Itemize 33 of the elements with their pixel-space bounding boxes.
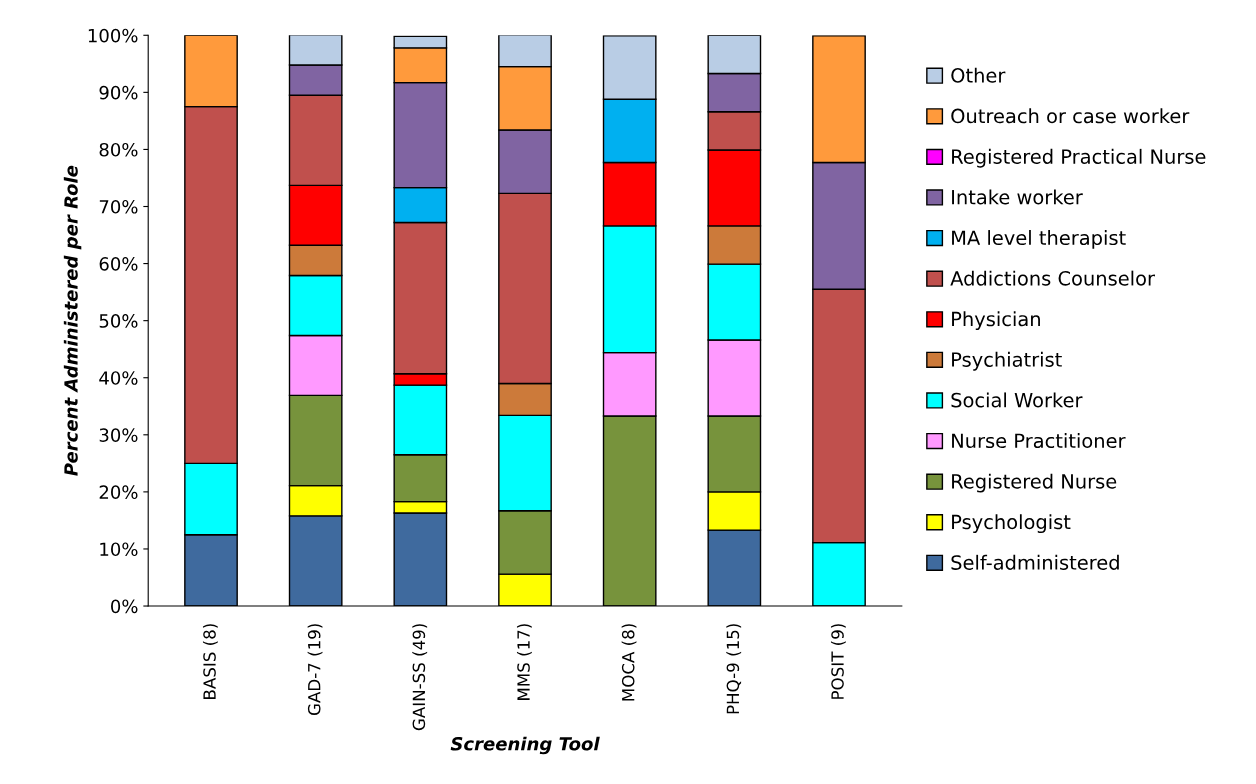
legend-label: Nurse Practitioner: [952, 433, 1126, 449]
legend-label: Outreach or case worker: [951, 108, 1190, 124]
x-tick-label: MOCA (8): [621, 624, 637, 701]
y-tick-label: 70%: [99, 199, 138, 214]
x-tick-label: PHQ-9 (15): [726, 624, 742, 714]
y-tick-label: 20%: [99, 485, 138, 499]
x-tick-label: GAIN-SS (49): [412, 624, 428, 731]
x-tick-label: BASIS (8): [202, 624, 218, 699]
legend-label: Psychologist: [952, 514, 1071, 534]
x-tick-label: GAD-7 (19): [307, 624, 323, 716]
y-tick-label: 90%: [99, 85, 138, 100]
legend-label: Addictions Counselor: [950, 270, 1155, 286]
y-tick-label: 100%: [88, 28, 138, 43]
x-axis-title: Screening Tool: [450, 736, 600, 755]
legend-label: Intake worker: [952, 189, 1083, 205]
y-tick-label: 0%: [111, 599, 138, 614]
legend-label: Psychiatrist: [952, 351, 1062, 371]
legend-label: Registered Nurse: [952, 473, 1117, 493]
legend-label: Social Worker: [951, 392, 1083, 408]
legend-label: Other: [951, 67, 1006, 83]
y-tick-label: 10%: [100, 542, 138, 557]
y-tick-label: 60%: [99, 257, 138, 271]
x-tick-label: MMS (17): [516, 624, 532, 700]
x-tick-label: POSIT (9): [830, 624, 846, 699]
y-tick-label: 50%: [99, 314, 138, 328]
y-axis-title: Percent Administered per Role: [63, 165, 82, 476]
legend-label: Physician: [952, 311, 1040, 331]
y-tick-label: 80%: [99, 142, 138, 157]
y-tick-label: 40%: [99, 371, 138, 385]
legend-label: MA level therapist: [952, 230, 1126, 249]
y-tick-label: 30%: [99, 428, 138, 442]
legend-label: Self-administered: [951, 554, 1119, 570]
legend-label: Registered Practical Nurse: [952, 148, 1206, 168]
